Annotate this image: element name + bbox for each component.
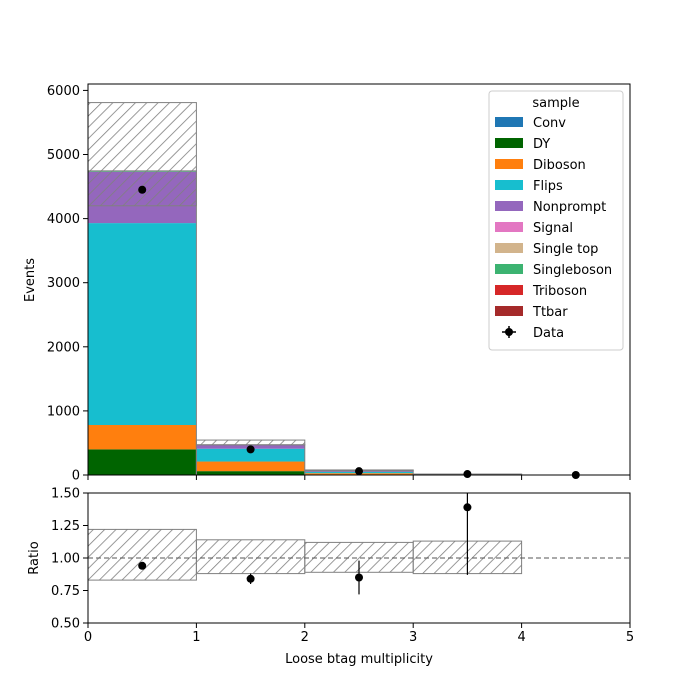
main-y-tick-label-6000: 6000 [47,84,80,99]
bar-flips-bin-0 [88,223,197,426]
ratio-x-tick-label-5: 5 [626,630,634,645]
ratio-uncertainty-band [87,528,523,581]
uncertainty-bin-1 [195,439,306,446]
legend-swatch-nonprompt [495,201,523,211]
ratio-point-3 [463,503,472,512]
data-points [138,185,580,479]
ratio-y-tick-label-0.75: 0.75 [51,584,80,599]
legend-swatch-ttbar [495,306,523,316]
legend-label-single-top: Single top [533,242,598,257]
ratio-y-ticks: 0.50 0.75 1.00 1.25 1.50 [51,487,88,632]
ratio-band-bin-1 [195,539,306,575]
ratio-band-bin-0 [87,528,197,581]
ratio-x-tick-label-1: 1 [192,630,200,645]
legend-swatch-conv [495,117,523,127]
legend-swatch-dy [495,138,523,148]
data-point-3 [463,470,472,479]
ratio-x-ticks: 0 1 2 3 4 5 [84,623,634,645]
main-y-axis-label: Events [23,258,38,302]
ratio-point-2 [355,573,363,582]
bar-diboson-bin-0 [88,425,197,450]
bar-dy-bin-0 [88,449,197,475]
main-y-tick-label-5000: 5000 [47,148,80,163]
main-axes-frame [87,83,631,476]
legend-swatch-singleboson [495,264,523,274]
legend-label-conv: Conv [533,116,566,131]
legend-swatch-signal [495,222,523,232]
legend-swatch-diboson [495,159,523,169]
legend-label-data: Data [533,326,564,341]
legend-swatch-triboson [495,285,523,295]
ratio-y-tick-label-0.50: 0.50 [51,617,80,632]
ratio-y-tick-label-1.25: 1.25 [51,519,80,534]
legend-title: sample [532,96,579,111]
legend-data-marker [505,328,513,336]
legend-swatch-single-top [495,243,523,253]
ratio-y-axis-label: Ratio [27,541,42,574]
legend-label-diboson: Diboson [533,158,586,173]
legend-label-singleboson: Singleboson [533,263,612,278]
bar-diboson-bin-1 [196,461,305,472]
main-x-ticks [87,475,631,480]
legend-label-nonprompt: Nonprompt [533,200,606,215]
legend-label-triboson: Triboson [532,284,587,299]
legend-label-ttbar: Ttbar [532,305,568,320]
main-y-tick-label-0: 0 [72,469,80,484]
legend-label-flips: Flips [533,179,563,194]
main-y-tick-label-1000: 1000 [47,404,80,419]
legend-swatch-flips [495,180,523,190]
bar-dy-bin-1 [196,471,305,475]
data-point-1 [246,445,255,454]
data-point-0 [138,185,147,194]
ratio-y-tick-label-1.50: 1.50 [51,487,80,502]
legend-label-dy: DY [533,137,550,152]
ratio-points [138,493,472,595]
ratio-x-tick-label-0: 0 [84,630,92,645]
data-point-2 [355,467,363,476]
legend-label-signal: Signal [533,221,573,236]
ratio-y-tick-label-1.00: 1.00 [51,552,80,567]
ratio-point-1 [246,574,255,583]
main-y-tick-label-2000: 2000 [47,340,80,355]
main-y-tick-label-4000: 4000 [47,212,80,227]
main-y-tick-label-3000: 3000 [47,276,80,291]
ratio-panel: 0 1 2 3 4 5 0.50 0.75 1.00 1.25 1.50 Ratio Loose … [27,487,634,668]
ratio-x-tick-label-4: 4 [517,630,525,645]
ratio-x-tick-label-2: 2 [301,630,309,645]
bar-flips-bin-1 [196,448,305,462]
ratio-point-0 [138,561,147,570]
x-axis-label: Loose btag multiplicity [285,652,433,667]
main-y-ticks: 0 1000 2000 3000 4000 5000 6000 [47,84,88,484]
legend: sample Conv DY Diboson Flips Nonprompt Signal S… [488,90,624,351]
main-panel: 0 1000 2000 3000 4000 5000 6000 Events sample C… [23,83,631,484]
ratio-x-tick-label-3: 3 [409,630,417,645]
